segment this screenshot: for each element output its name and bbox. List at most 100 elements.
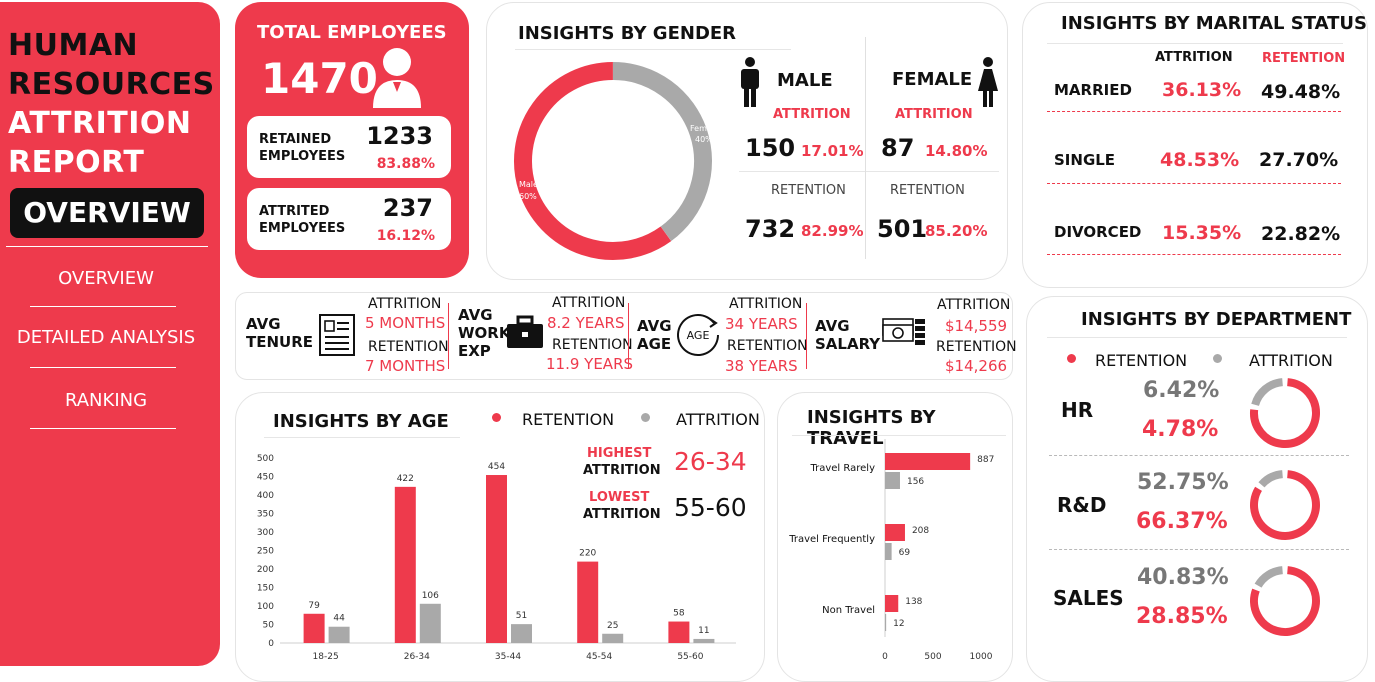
bar-value-label: 208 (912, 526, 929, 536)
lowest-label-1: LOWEST (589, 490, 650, 505)
donut-slice-female (612, 62, 712, 242)
y-tick-label: 150 (257, 584, 274, 594)
avg-age-attrition: 34 YEARS (725, 315, 798, 333)
dept-legend-attrition-marker (1213, 354, 1222, 363)
y-tick-label: 200 (257, 565, 274, 575)
bar-secondary (885, 543, 892, 560)
attrited-label: ATTRITED EMPLOYEES (259, 203, 345, 237)
label-line: TENURE (246, 333, 314, 351)
ring-segment-retention (1250, 470, 1320, 540)
y-tick-label: 350 (257, 510, 274, 520)
avg-workexp-attrition: 8.2 YEARS (547, 314, 625, 332)
marital-row-retention: 27.70% (1259, 149, 1339, 171)
avg-salary-attrition-label: ATTRITION (937, 297, 1011, 313)
y-tick-label: 400 (257, 491, 274, 501)
bar-retention (394, 486, 416, 643)
bar-retention (303, 613, 325, 643)
dept-label-hr: HR (1061, 398, 1094, 422)
bar-value-label: 106 (422, 591, 439, 601)
label-line: AVG (637, 317, 672, 335)
total-employees-card: TOTAL EMPLOYEES 1470 RETAINED EMPLOYEES … (235, 2, 469, 278)
avg-tenure-retention: 7 MONTHS (365, 357, 446, 375)
report-title: HUMAN RESOURCES ATTRITION REPORT (8, 26, 215, 182)
bar-attrition (328, 626, 350, 643)
x-tick-label: 55-60 (677, 652, 703, 662)
female-icon (978, 57, 998, 107)
marital-row-label: MARRIED (1054, 81, 1132, 99)
bar-value-label: 51 (516, 611, 527, 621)
divider (1047, 183, 1341, 184)
highest-label-2: ATTRITION (583, 463, 661, 478)
retained-value: 1233 (366, 122, 433, 150)
retained-pct: 83.88% (376, 156, 435, 172)
avg-workexp-label: AVG WORK EXP (458, 306, 510, 360)
attrited-pct: 16.12% (376, 228, 435, 244)
dept-rd-ring (1250, 470, 1320, 540)
label-line: RETAINED (259, 132, 332, 147)
nav-ranking[interactable]: RANKING (64, 390, 148, 411)
male-label: MALE (777, 70, 833, 91)
legend-attrition-marker (641, 413, 650, 422)
divider (865, 37, 866, 259)
bar-value-label: 69 (899, 548, 911, 558)
dept-hr-top: 6.42% (1143, 378, 1220, 403)
label-line: EMPLOYEES (259, 149, 346, 164)
bar-value-label: 58 (673, 609, 685, 619)
x-tick-label: 26-34 (404, 652, 430, 662)
female-attrition-label: ATTRITION (895, 107, 973, 122)
ring-segment-retention (1250, 378, 1320, 448)
label-line: ATTRITED (259, 204, 330, 219)
y-tick-label: 100 (257, 602, 274, 612)
label-line: AVG (246, 315, 281, 333)
dept-rd-bottom: 66.37% (1136, 509, 1228, 534)
avg-workexp-attrition-label: ATTRITION (552, 295, 626, 311)
divider (1047, 43, 1343, 44)
lowest-label-2: ATTRITION (583, 507, 661, 522)
bar-attrition (602, 633, 624, 643)
avg-salary-retention: $14,266 (945, 357, 1008, 375)
male-attrition-label: ATTRITION (773, 107, 851, 122)
nav-detailed-analysis[interactable]: DETAILED ANALYSIS (16, 327, 196, 348)
ring-segment-attrition (1258, 470, 1284, 488)
title-line: HUMAN (8, 28, 139, 63)
legend-retention-marker (492, 413, 501, 422)
label-line: AVG (815, 317, 850, 335)
retained-label: RETAINED EMPLOYEES (259, 131, 345, 165)
sidebar: HUMAN RESOURCES ATTRITION REPORT OVERVIE… (0, 2, 220, 666)
age-icon: AGE (677, 314, 719, 356)
gender-card: INSIGHTS BY GENDER Female 40% Male 60% M… (486, 2, 1008, 280)
bar-value-label: 12 (893, 619, 904, 629)
y-tick-label: 450 (257, 473, 274, 483)
avg-salary-attrition: $14,559 (945, 317, 1008, 335)
avg-salary-retention-label: RETENTION (936, 339, 1017, 355)
female-label: FEMALE (892, 69, 973, 90)
label-line: EMPLOYEES (259, 221, 346, 236)
male-retention-pct: 82.99% (801, 222, 864, 240)
divider (1047, 337, 1347, 338)
dept-sales-ring (1250, 566, 1320, 636)
male-attrition-pct: 17.01% (801, 142, 864, 160)
divider (30, 367, 176, 368)
briefcase-icon (507, 315, 543, 348)
y-tick-label: 500 (257, 454, 274, 464)
travel-bar-chart: Travel Rarely 887 156 Travel Frequently 208 6… (788, 439, 994, 662)
male-icon (741, 57, 759, 107)
divider (1047, 254, 1341, 255)
y-tick-label: Non Travel (822, 605, 875, 616)
donut-pct-female: 40% (695, 135, 713, 144)
ring-segment-attrition (1254, 566, 1284, 588)
avg-age-label: AVG AGE (637, 317, 672, 353)
age-bar-chart: 0 50 100 150 200 250 300 350 400 450 500 79 44 18-25 4… (257, 454, 736, 662)
y-tick-label: 50 (263, 621, 275, 631)
donut-label-female: Female (690, 124, 719, 133)
money-icon (882, 318, 925, 345)
donut-pct-male: 60% (519, 192, 537, 201)
marital-row-label: DIVORCED (1054, 223, 1142, 241)
nav-overview[interactable]: OVERVIEW (58, 268, 154, 289)
bar-value-label: 887 (977, 455, 994, 465)
total-employees-value: 1470 (261, 54, 378, 103)
y-tick-label: 0 (268, 639, 274, 649)
age-icon-text: AGE (687, 329, 710, 342)
female-retention-pct: 85.20% (925, 222, 988, 240)
divider (1049, 549, 1349, 550)
